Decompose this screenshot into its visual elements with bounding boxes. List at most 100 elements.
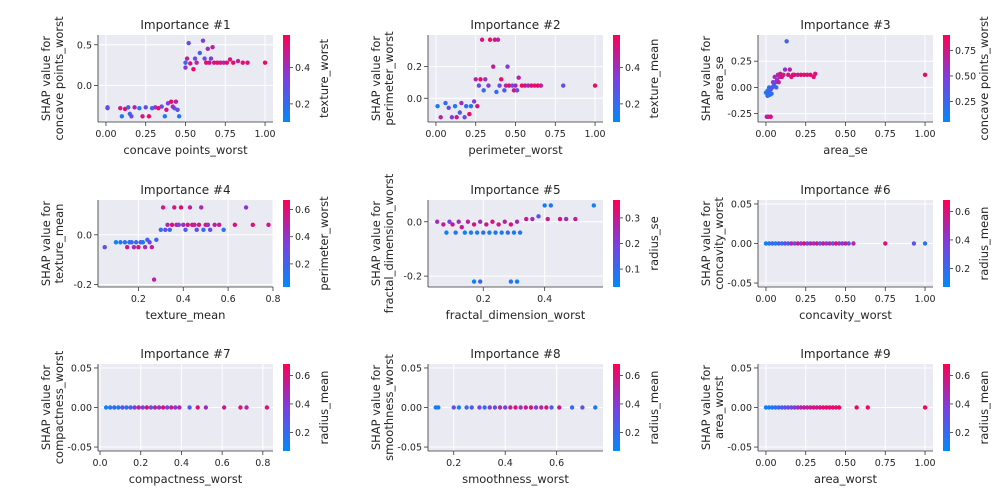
data-point — [813, 71, 818, 76]
x-axis-label: area_worst — [814, 472, 878, 486]
data-point — [808, 241, 813, 246]
data-point — [513, 83, 518, 88]
data-point — [824, 241, 829, 246]
data-point — [181, 222, 186, 228]
data-point — [192, 222, 197, 228]
data-point — [444, 230, 449, 235]
data-point — [124, 245, 130, 250]
data-point — [538, 83, 544, 88]
data-point — [843, 241, 848, 246]
data-point — [522, 83, 528, 88]
x-tick-label: 0.2 — [476, 294, 491, 305]
data-point — [148, 405, 154, 410]
data-point — [457, 110, 463, 115]
data-point — [782, 405, 788, 410]
y-axis-label: compactness_worst — [52, 350, 66, 464]
data-point — [836, 241, 842, 246]
colorbar-tick-label: 0.2 — [955, 264, 970, 275]
data-point — [865, 405, 870, 410]
colorbar-tick-label: 0.2 — [625, 239, 640, 250]
subplot-3: 0.00 0.25 0.50 0.75 1.00-0.250.000.25Importa… — [699, 16, 991, 157]
data-point — [808, 405, 813, 410]
plot-area — [428, 200, 603, 287]
y-axis-label: texture_mean — [52, 204, 66, 284]
data-point — [152, 405, 158, 410]
data-point — [817, 241, 823, 246]
data-point — [498, 77, 504, 82]
x-tick-label: 0.75 — [875, 458, 896, 469]
y-axis-label: area_se — [712, 56, 726, 100]
data-point — [789, 405, 794, 410]
y-tick-label: 0.00 — [731, 83, 752, 94]
data-point — [801, 241, 807, 246]
y-axis-label: SHAP value for — [369, 365, 383, 451]
data-point — [770, 241, 775, 246]
data-point — [490, 219, 495, 224]
x-tick-label: 0.8 — [255, 458, 270, 469]
data-point — [795, 72, 800, 78]
subplot-title: Importance #8 — [470, 347, 560, 361]
data-point — [192, 56, 198, 61]
data-point — [197, 50, 203, 56]
data-point — [188, 61, 193, 66]
subplot-9: 0.00 0.25 0.50 0.75 1.00-0.050.000.05Importa… — [699, 347, 991, 486]
colorbar-tick-label: 0.3 — [625, 213, 640, 224]
colorbar-tick-label: 0.2 — [295, 99, 310, 110]
data-point — [176, 114, 182, 119]
colorbar — [613, 364, 620, 451]
colorbar — [283, 200, 290, 287]
colorbar-tick-label: 0.50 — [955, 71, 976, 82]
y-tick-label: 0.00 — [731, 403, 752, 414]
data-point — [769, 91, 774, 96]
data-point — [535, 83, 540, 88]
data-point — [212, 222, 217, 228]
colorbar-tick-label: 0.6 — [955, 207, 970, 218]
data-point — [824, 405, 829, 410]
y-axis-label: smoothness_worst — [382, 354, 396, 461]
data-point — [463, 103, 469, 109]
y-tick-label: 0.0 — [407, 94, 422, 105]
subplot-5: 0.2 0.4 -0.2 0.0 Importance #5 fractal_dimens… — [369, 173, 661, 322]
data-point — [235, 58, 241, 64]
y-tick-label: 0.00 — [731, 239, 752, 250]
y-axis-label: SHAP value for — [699, 365, 713, 451]
data-point — [786, 241, 791, 246]
data-point — [477, 279, 483, 284]
data-point — [536, 214, 541, 219]
data-point — [266, 222, 271, 228]
data-point — [126, 105, 131, 110]
data-point — [168, 99, 174, 104]
y-tick-label: -0.25 — [727, 109, 752, 120]
data-point — [811, 241, 816, 246]
data-point — [140, 114, 145, 119]
colorbar — [613, 200, 620, 287]
data-point — [768, 114, 773, 119]
data-point — [156, 405, 162, 410]
x-tick-label: 0.8 — [265, 294, 280, 305]
colorbar — [283, 364, 290, 451]
data-point — [208, 56, 214, 61]
colorbar-tick-label: 0.25 — [955, 97, 976, 108]
x-tick-label: 0.4 — [537, 294, 552, 305]
x-tick-label: 0.50 — [835, 129, 856, 140]
data-point — [514, 279, 520, 284]
data-point — [524, 216, 529, 222]
data-point — [506, 83, 512, 88]
subplot-title: Importance #4 — [140, 183, 230, 197]
data-point — [452, 103, 458, 109]
data-point — [118, 105, 123, 111]
data-point — [503, 405, 508, 410]
colorbar-tick-label: 0.2 — [625, 428, 640, 439]
data-point — [151, 277, 157, 282]
data-point — [770, 405, 775, 410]
data-point — [116, 405, 121, 410]
y-tick-label: 0.0 — [407, 217, 422, 228]
x-tick-label: 0.6 — [221, 294, 236, 305]
y-tick-label: 0.25 — [731, 57, 752, 68]
x-tick-label: 0.4 — [176, 294, 191, 305]
data-point — [789, 241, 794, 246]
x-tick-label: 0.2 — [133, 458, 148, 469]
data-point — [435, 103, 440, 109]
data-point — [792, 72, 797, 78]
data-point — [792, 241, 797, 246]
